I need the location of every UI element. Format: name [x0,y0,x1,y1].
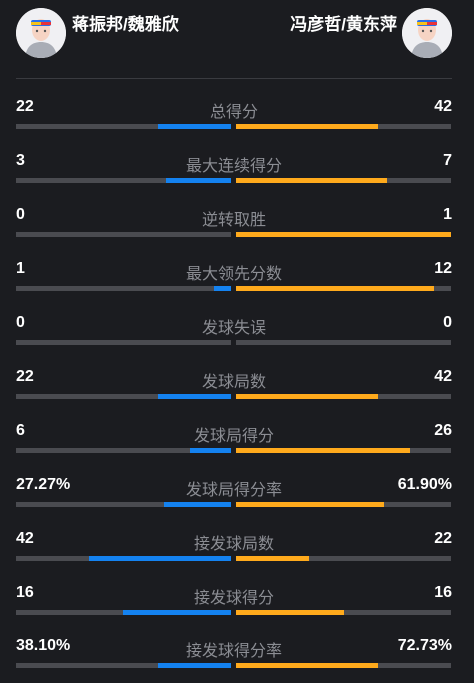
right-stat-bar-fill [236,448,410,453]
right-stat-bar [236,448,451,453]
stat-label: 发球局得分 [193,428,274,445]
stat-label: 发球局数 [201,374,266,391]
right-stat-bar [236,502,451,507]
stat-row: 38.10% 接发球得分率 72.73% [16,637,452,677]
player-avatar-icon [16,8,66,58]
right-stat-value: 1 [443,206,452,223]
left-stat-value: 0 [16,314,25,331]
right-stat-value: 16 [434,584,452,601]
left-stat-bar [16,124,231,129]
match-header: 蒋振邦/魏雅欣 冯彦哲/黄东萍 [0,0,474,70]
stat-label: 发球失误 [201,320,266,337]
left-player-avatar[interactable] [16,8,66,58]
player-avatar-icon [402,8,452,58]
stat-label: 逆转取胜 [201,212,266,229]
right-stat-value: 22 [434,530,452,547]
stat-label: 接发球得分 [193,590,274,607]
left-stat-bar [16,663,231,668]
right-stat-value: 7 [443,152,452,169]
left-stat-value: 42 [16,530,34,547]
right-player-avatar[interactable] [402,8,452,58]
stat-row: 22 总得分 42 [16,98,452,138]
stat-row: 42 接发球局数 22 [16,530,452,570]
right-stat-value: 72.73% [397,637,452,654]
right-stat-bar-fill [236,124,378,129]
left-team-name: 蒋振邦/魏雅欣 [72,15,179,34]
right-stat-bar [236,394,451,399]
right-team-name: 冯彦哲/黄东萍 [290,15,397,34]
right-stat-bar-fill [236,663,378,668]
stat-row: 22 发球局数 42 [16,368,452,408]
right-stat-bar [236,124,451,129]
header-divider [16,78,452,79]
right-stat-bar [236,340,451,345]
stat-label: 总得分 [209,104,258,121]
right-stat-bar-fill [236,502,384,507]
left-stat-value: 3 [16,152,25,169]
left-stat-bar-fill [123,610,231,615]
right-stat-bar [236,663,451,668]
left-stat-bar [16,340,231,345]
left-stat-value: 1 [16,260,25,277]
stat-row: 16 接发球得分 16 [16,584,452,624]
right-stat-bar-fill [236,394,378,399]
left-stat-bar-fill [166,178,231,183]
left-stat-bar [16,232,231,237]
stat-row: 3 最大连续得分 7 [16,152,452,192]
left-stat-bar-fill [158,394,231,399]
left-stat-value: 22 [16,368,34,385]
stat-row: 0 发球失误 0 [16,314,452,354]
left-stat-bar [16,448,231,453]
stat-label: 接发球得分率 [185,643,282,660]
right-stat-value: 42 [434,98,452,115]
stat-label: 最大领先分数 [185,266,282,283]
left-stat-bar-fill [190,448,231,453]
left-stat-value: 38.10% [16,637,71,654]
left-stat-bar-fill [158,663,231,668]
right-stat-bar [236,232,451,237]
stat-label: 发球局得分率 [185,482,282,499]
left-stat-bar [16,286,231,291]
right-stat-bar-fill [236,610,344,615]
stat-row: 6 发球局得分 26 [16,422,452,462]
right-stat-bar-fill [236,556,309,561]
left-stat-value: 22 [16,98,34,115]
stat-row: 27.27% 发球局得分率 61.90% [16,476,452,516]
left-stat-bar-fill [89,556,231,561]
right-stat-bar-fill [236,232,451,237]
stat-row: 1 最大领先分数 12 [16,260,452,300]
left-stat-value: 16 [16,584,34,601]
right-stat-value: 0 [443,314,452,331]
left-stat-bar-fill [164,502,231,507]
right-stat-value: 12 [434,260,452,277]
right-stat-value: 26 [434,422,452,439]
right-stat-bar-fill [236,178,387,183]
left-stat-bar [16,502,231,507]
right-stat-bar [236,178,451,183]
left-stat-value: 6 [16,422,25,439]
left-stat-bar [16,610,231,615]
right-stat-bar [236,286,451,291]
left-stat-bar [16,394,231,399]
left-stat-bar-fill [214,286,231,291]
stat-label: 最大连续得分 [185,158,282,175]
stat-row: 0 逆转取胜 1 [16,206,452,246]
right-stat-bar-fill [236,286,434,291]
left-stat-value: 27.27% [16,476,71,493]
right-stat-value: 42 [434,368,452,385]
left-stat-bar-fill [158,124,231,129]
right-stat-bar [236,556,451,561]
left-stat-bar [16,556,231,561]
left-stat-value: 0 [16,206,25,223]
left-stat-bar [16,178,231,183]
right-stat-value: 61.90% [397,476,452,493]
stat-label: 接发球局数 [193,536,274,553]
right-stat-bar [236,610,451,615]
